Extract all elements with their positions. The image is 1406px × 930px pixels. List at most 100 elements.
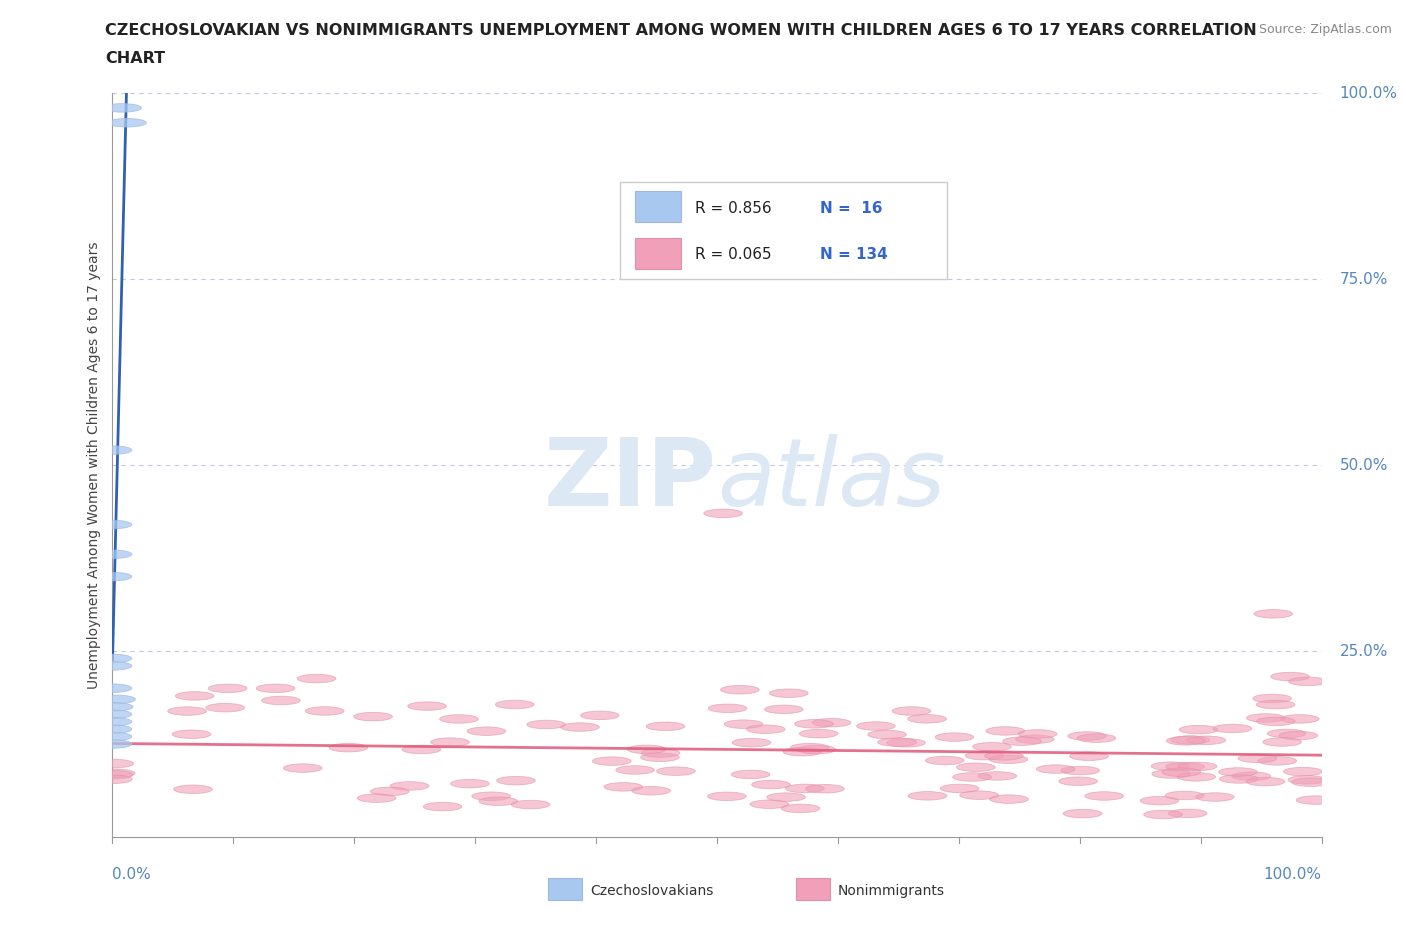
Ellipse shape	[786, 784, 824, 792]
Ellipse shape	[908, 791, 946, 800]
Ellipse shape	[747, 725, 785, 734]
Text: R = 0.856: R = 0.856	[696, 201, 772, 216]
Ellipse shape	[440, 714, 478, 724]
Text: N = 134: N = 134	[820, 247, 887, 262]
Ellipse shape	[93, 732, 132, 741]
Ellipse shape	[990, 795, 1028, 804]
Ellipse shape	[1281, 714, 1319, 724]
Ellipse shape	[766, 793, 806, 802]
Ellipse shape	[97, 695, 135, 704]
Ellipse shape	[284, 764, 322, 772]
Ellipse shape	[724, 720, 763, 728]
Ellipse shape	[262, 697, 301, 705]
Ellipse shape	[561, 723, 599, 731]
Ellipse shape	[868, 730, 907, 738]
Ellipse shape	[354, 712, 392, 721]
FancyBboxPatch shape	[636, 238, 681, 270]
Ellipse shape	[93, 739, 132, 749]
Ellipse shape	[1284, 767, 1322, 776]
Ellipse shape	[925, 756, 965, 764]
Ellipse shape	[891, 707, 931, 715]
Ellipse shape	[973, 742, 1011, 751]
Ellipse shape	[450, 779, 489, 788]
Ellipse shape	[1271, 672, 1309, 681]
Text: 50.0%: 50.0%	[1340, 458, 1388, 472]
Ellipse shape	[731, 770, 770, 778]
Ellipse shape	[1177, 773, 1216, 781]
Text: atlas: atlas	[717, 434, 945, 525]
Ellipse shape	[1187, 736, 1226, 745]
Ellipse shape	[1036, 764, 1076, 774]
Text: 25.0%: 25.0%	[1340, 644, 1388, 658]
Ellipse shape	[93, 550, 132, 559]
Ellipse shape	[1178, 762, 1216, 771]
Ellipse shape	[956, 763, 995, 772]
Ellipse shape	[1140, 796, 1178, 805]
Ellipse shape	[1171, 736, 1209, 744]
Ellipse shape	[657, 767, 696, 776]
Ellipse shape	[297, 674, 336, 683]
Ellipse shape	[1267, 729, 1306, 737]
Ellipse shape	[935, 733, 974, 741]
Ellipse shape	[1166, 737, 1205, 745]
Ellipse shape	[93, 717, 132, 726]
Ellipse shape	[790, 743, 830, 752]
Ellipse shape	[877, 737, 917, 747]
Ellipse shape	[93, 684, 132, 693]
Ellipse shape	[370, 787, 409, 796]
Ellipse shape	[94, 702, 134, 711]
Ellipse shape	[752, 780, 790, 789]
Ellipse shape	[1143, 810, 1182, 818]
Ellipse shape	[391, 782, 429, 790]
Ellipse shape	[1163, 768, 1201, 777]
Ellipse shape	[1085, 791, 1123, 800]
Ellipse shape	[1232, 772, 1271, 780]
Ellipse shape	[512, 801, 550, 809]
FancyBboxPatch shape	[636, 192, 681, 222]
Ellipse shape	[1257, 717, 1295, 725]
Ellipse shape	[479, 797, 517, 805]
Ellipse shape	[208, 684, 247, 693]
Ellipse shape	[1067, 732, 1107, 740]
Ellipse shape	[856, 722, 896, 730]
FancyBboxPatch shape	[796, 878, 830, 900]
Ellipse shape	[627, 745, 666, 753]
Text: 100.0%: 100.0%	[1340, 86, 1398, 100]
Text: ZIP: ZIP	[544, 434, 717, 525]
Ellipse shape	[423, 803, 463, 811]
Ellipse shape	[1195, 792, 1234, 802]
Ellipse shape	[1246, 777, 1285, 786]
Ellipse shape	[108, 118, 146, 127]
Ellipse shape	[1289, 677, 1327, 685]
Ellipse shape	[953, 773, 991, 781]
Ellipse shape	[1166, 763, 1205, 771]
Ellipse shape	[720, 685, 759, 694]
FancyBboxPatch shape	[620, 182, 946, 279]
Ellipse shape	[329, 743, 368, 752]
Ellipse shape	[527, 720, 565, 729]
Ellipse shape	[616, 765, 654, 775]
Ellipse shape	[1070, 752, 1108, 761]
Ellipse shape	[402, 745, 440, 753]
Ellipse shape	[631, 787, 671, 795]
Ellipse shape	[1059, 777, 1098, 786]
Ellipse shape	[1253, 694, 1292, 703]
Ellipse shape	[1152, 762, 1189, 770]
Ellipse shape	[1279, 731, 1317, 740]
Ellipse shape	[986, 726, 1025, 736]
Ellipse shape	[806, 785, 845, 793]
Ellipse shape	[797, 745, 837, 754]
Ellipse shape	[103, 103, 142, 113]
Ellipse shape	[641, 753, 679, 762]
Text: 75.0%: 75.0%	[1340, 272, 1388, 286]
Ellipse shape	[813, 718, 851, 727]
Ellipse shape	[93, 724, 132, 734]
Ellipse shape	[704, 509, 742, 518]
Ellipse shape	[908, 714, 946, 724]
Text: N =  16: N = 16	[820, 201, 883, 216]
Ellipse shape	[782, 804, 820, 813]
Text: 0.0%: 0.0%	[112, 867, 152, 882]
Ellipse shape	[1152, 770, 1191, 778]
Ellipse shape	[1254, 609, 1292, 618]
Text: 100.0%: 100.0%	[1264, 867, 1322, 882]
